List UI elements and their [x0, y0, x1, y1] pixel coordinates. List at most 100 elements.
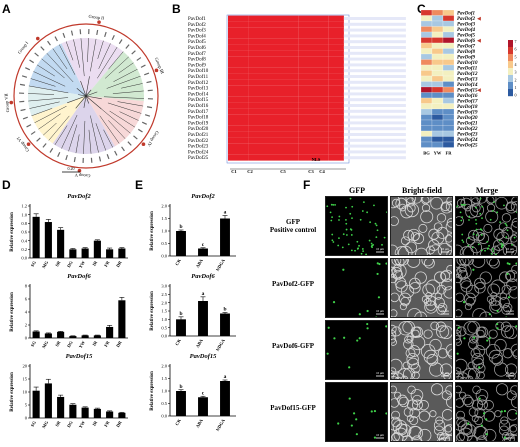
- gfp-signal: [456, 205, 459, 208]
- group-label: Group II: [88, 14, 105, 21]
- gfp-signal: [366, 327, 369, 330]
- bar: [118, 300, 126, 338]
- heatmap-cell: [431, 37, 444, 44]
- conserved-block: [256, 125, 299, 132]
- x-tick-label: IR: [91, 419, 98, 426]
- cell-outline: [471, 197, 481, 207]
- heatmap-cell: [431, 81, 444, 88]
- cell-outline: [426, 354, 439, 366]
- gfp-signal: [492, 250, 495, 253]
- cell-outline: [411, 197, 422, 204]
- gfp-signal: [372, 243, 375, 246]
- gfp-signal: [337, 422, 340, 425]
- cell-outline: [445, 201, 452, 212]
- cell-outline: [478, 233, 490, 244]
- row-label: PavDof2-GFP: [272, 280, 314, 288]
- cell-outline: [493, 239, 505, 251]
- branch: [109, 110, 136, 128]
- gfp-signal: [349, 212, 352, 215]
- gfp-signal: [479, 212, 482, 215]
- heatmap-row-label: PavDof1: [457, 12, 475, 17]
- gfp-signal: [349, 228, 352, 231]
- chart-title: PavDof2: [191, 193, 215, 200]
- cell-outline: [501, 325, 515, 339]
- y-tick-label: 1.0: [161, 317, 167, 322]
- gene-name: PavDof24: [188, 150, 209, 155]
- x-tick-label: NDGA: [215, 337, 226, 352]
- cell-outline: [489, 300, 503, 314]
- gfp-signal: [373, 436, 377, 439]
- conserved-block: [256, 131, 299, 138]
- heatmap-cell: [420, 86, 433, 93]
- cell-outline: [460, 280, 473, 293]
- heatmap-cell: [431, 108, 444, 115]
- branch: [112, 90, 144, 94]
- bar: [106, 249, 114, 258]
- conserved-block: [328, 131, 344, 138]
- x-tick-label: DG: [66, 420, 74, 429]
- gfp-image: 10 μm: [325, 382, 388, 442]
- cell-outline: [391, 376, 399, 379]
- gfp-signal: [475, 222, 478, 225]
- conserved-block: [256, 137, 299, 144]
- cell-outline: [418, 223, 428, 233]
- bright-field-image: 10 μm: [390, 258, 453, 318]
- conserved-block: [256, 79, 299, 86]
- heatmap-cell: [420, 141, 433, 148]
- heatmap-cell: [431, 20, 444, 27]
- leaf-label: [131, 50, 136, 55]
- clade-sector: [28, 43, 87, 96]
- gfp-signal: [486, 339, 489, 342]
- cell-outline: [498, 419, 511, 431]
- heatmap-row-label: PavDof16: [457, 94, 478, 99]
- branch: [88, 129, 92, 154]
- conserved-block: [228, 125, 249, 132]
- cell-outline: [485, 210, 499, 224]
- cell-outline: [499, 271, 512, 284]
- cell-outline: [391, 326, 402, 337]
- cell-outline: [408, 345, 421, 357]
- conserved-block: [228, 114, 249, 120]
- branch: [75, 134, 80, 154]
- leaf-label: [133, 135, 138, 140]
- micrograph: 10 μm: [337, 397, 387, 439]
- gfp-signal: [347, 243, 350, 246]
- gfp-signal: [370, 242, 373, 245]
- cell-outline: [391, 266, 403, 279]
- inner-branch: [83, 95, 87, 108]
- cell-outline: [421, 197, 430, 205]
- gfp-signal: [468, 215, 471, 218]
- cell-outline: [445, 343, 452, 357]
- gfp-signal: [471, 246, 474, 249]
- variable-region: [343, 69, 406, 73]
- cell-outline: [413, 233, 425, 244]
- bar: [118, 412, 126, 418]
- cell-outline: [463, 424, 477, 438]
- cell-outline: [471, 203, 481, 213]
- cell-outline: [392, 372, 404, 379]
- conserved-block: [256, 96, 299, 103]
- cell-outline: [397, 259, 410, 266]
- y-tick-label: 0.2: [21, 247, 27, 252]
- cell-outline: [471, 259, 486, 268]
- cell-outline: [410, 389, 424, 402]
- x-tick-label: NDGA: [215, 417, 226, 432]
- conserved-block: [228, 62, 249, 68]
- conserved-block: [298, 96, 314, 103]
- y-tick-label: 6: [25, 297, 28, 302]
- conserved-block: [313, 125, 329, 132]
- branch: [54, 125, 68, 146]
- x-tick-label: YW: [78, 340, 86, 350]
- x-tick-label: CK: [174, 258, 182, 267]
- gfp-signal: [506, 229, 509, 232]
- chart-title: PavDof2: [67, 193, 91, 200]
- cell-outline: [391, 216, 399, 227]
- gfp-signal: [326, 352, 329, 355]
- x-tick-label: FR: [103, 419, 111, 427]
- variable-region: [343, 75, 406, 78]
- significance-letter: c: [202, 242, 205, 248]
- y-tick-label: 10: [23, 390, 28, 395]
- leaf-label: [26, 124, 32, 128]
- y-tick-label: 0.4: [21, 238, 27, 243]
- heatmap-cell: [431, 119, 444, 126]
